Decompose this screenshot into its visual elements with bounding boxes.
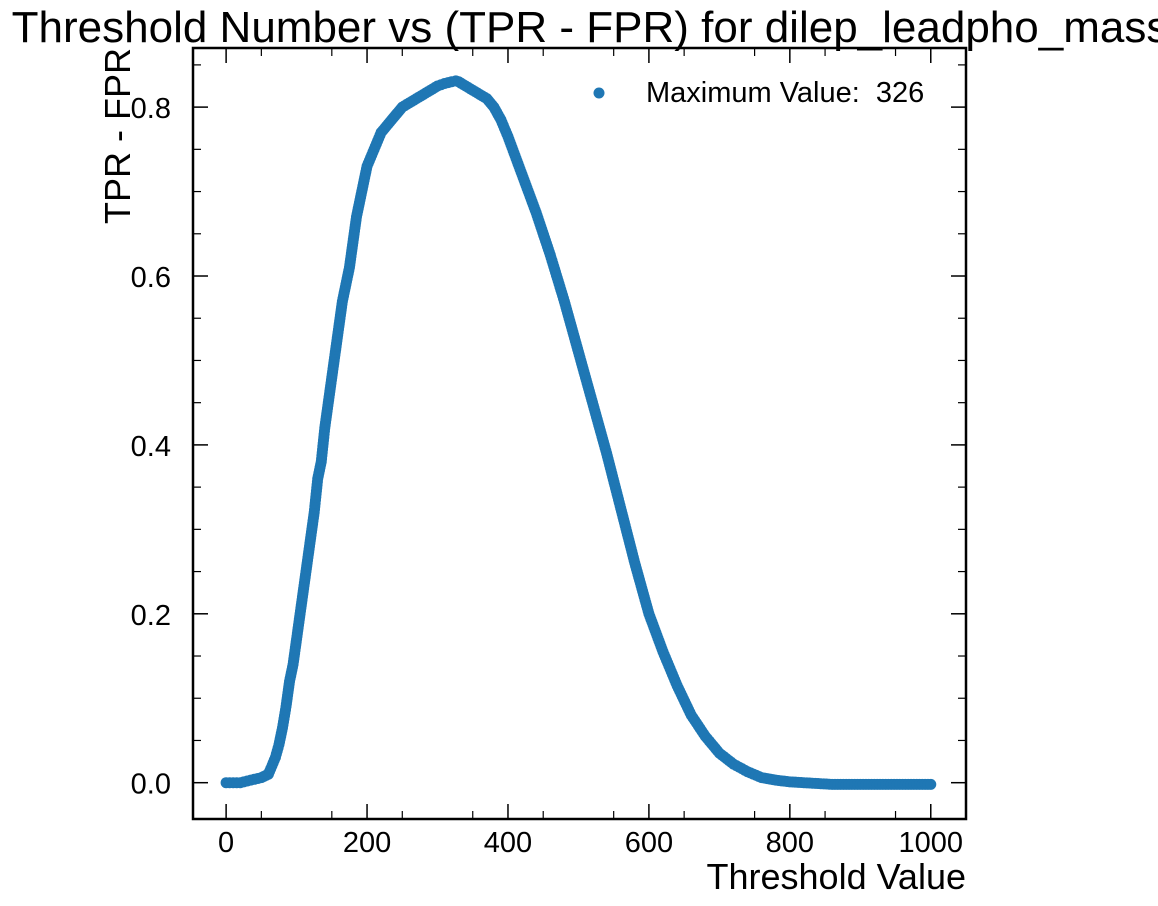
y-axis-tick-labels: 0.0 0.2 0.4 0.6 0.8 <box>131 93 171 801</box>
chart-title: Threshold Number vs (TPR - FPR) for dile… <box>12 3 1158 52</box>
scatter-points <box>220 75 937 790</box>
x-axis-label: Threshold Value <box>707 856 967 897</box>
x-tick-label: 200 <box>343 827 391 859</box>
y-tick-label: 0.2 <box>131 600 171 632</box>
y-axis-ticks <box>193 64 966 784</box>
y-tick-label: 0.8 <box>131 93 171 125</box>
x-tick-label: 800 <box>766 827 814 859</box>
legend-label: Maximum Value: 326 <box>646 77 924 109</box>
x-axis-ticks <box>225 48 932 819</box>
x-tick-label: 1000 <box>899 827 964 859</box>
scatter-point <box>925 778 937 790</box>
y-tick-label: 0.4 <box>131 431 171 463</box>
x-tick-label: 600 <box>625 827 673 859</box>
y-tick-label: 0.0 <box>131 769 171 801</box>
x-tick-label: 400 <box>484 827 532 859</box>
y-tick-label: 0.6 <box>131 262 171 294</box>
legend-marker <box>593 87 605 99</box>
y-axis-label: TPR - FPR <box>97 48 138 224</box>
x-axis-tick-labels: 0 200 400 600 800 1000 <box>218 827 963 859</box>
x-tick-label: 0 <box>218 827 234 859</box>
legend: Maximum Value: 326 <box>593 77 924 109</box>
plot-frame <box>191 46 968 821</box>
